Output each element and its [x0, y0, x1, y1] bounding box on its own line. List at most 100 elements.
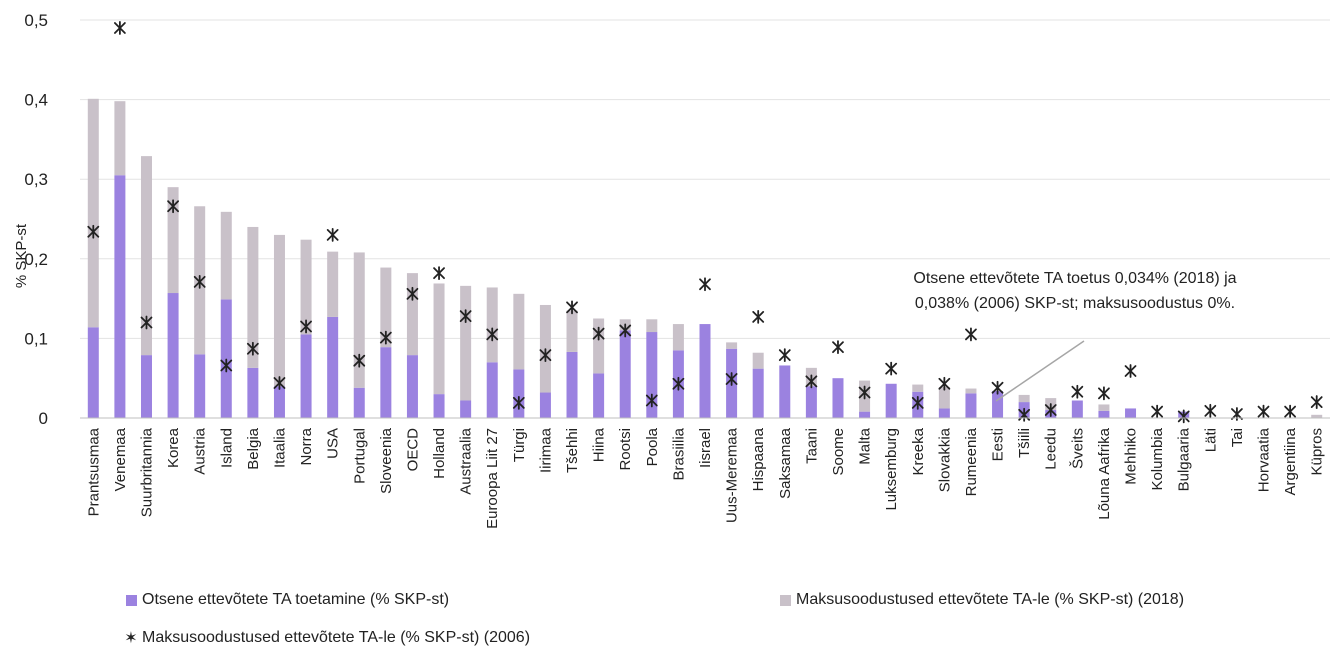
bar-tax-incentive-2018 [273, 234, 285, 387]
x-tick-label: Saksamaa [777, 427, 794, 499]
bar-direct-support [406, 355, 418, 418]
marker-tax-2006 [379, 330, 392, 345]
bar-tax-incentive-2018 [726, 342, 738, 349]
marker-tax-2006 [832, 340, 844, 355]
bar-tax-incentive-2018 [140, 156, 152, 356]
bar-direct-support [114, 175, 126, 418]
bar-tax-incentive-2018 [593, 318, 605, 374]
y-tick-label: 0,2 [24, 250, 48, 269]
marker-tax-2006 [1204, 403, 1217, 418]
marker-tax-2006 [300, 319, 312, 334]
bar-direct-support [859, 411, 871, 418]
marker-tax-2006 [486, 327, 499, 342]
x-tick-label: Prantsusmaa [85, 427, 102, 516]
x-tick-label: Rootsi [617, 428, 634, 471]
x-tick-label: Rumeenia [963, 427, 980, 496]
y-tick-label: 0 [39, 409, 48, 428]
bar-tax-incentive-2018 [300, 239, 312, 335]
marker-tax-2006 [1124, 364, 1137, 378]
marker-tax-2006 [273, 376, 286, 390]
bar-direct-support [194, 354, 206, 418]
bar-direct-support [513, 369, 525, 418]
bar-direct-support [300, 334, 312, 418]
marker-tax-2006 [1044, 403, 1057, 417]
bar-tax-incentive-2018 [965, 388, 977, 394]
marker-tax-2006 [938, 376, 951, 391]
bar-tax-incentive-2018 [406, 273, 418, 356]
bar-direct-support [646, 332, 658, 418]
marker-tax-2006 [699, 277, 711, 292]
marker-tax-2006 [539, 348, 552, 363]
marker-tax-2006 [991, 380, 1004, 395]
y-tick-label: 0,3 [24, 170, 48, 189]
bar-direct-support [486, 362, 498, 418]
bar-tax-incentive-2018 [566, 310, 578, 352]
marker-tax-2006 [113, 21, 126, 35]
bar-direct-support [1098, 410, 1110, 418]
marker-tax-2006 [220, 358, 233, 373]
marker-tax-2006 [911, 395, 924, 410]
annotation-leader-line [995, 340, 1085, 402]
bar-tax-incentive-2018 [513, 293, 525, 370]
x-tick-label: Malta [857, 427, 874, 464]
marker-tax-2006 [1257, 404, 1270, 419]
bar-direct-support [539, 392, 551, 418]
x-tick-label: Hiina [591, 427, 608, 462]
marker-tax-2006 [1071, 384, 1084, 399]
x-tick-label: USA [325, 428, 342, 459]
bar-tax-incentive-2018 [1098, 404, 1110, 411]
bar-direct-support [805, 386, 817, 418]
marker-tax-2006 [140, 315, 153, 330]
bar-tax-incentive-2018 [167, 187, 179, 294]
bar-direct-support [273, 386, 285, 418]
x-tick-label: Türgi [511, 428, 528, 462]
legend-swatch-purple [126, 594, 137, 606]
legend-label-tax-2018: Maksusoodustused ettevõtete TA-le (% SKP… [796, 591, 1185, 608]
bar-direct-support [752, 368, 764, 418]
marker-tax-2006 [645, 393, 658, 408]
x-tick-label: Venemaa [112, 427, 129, 491]
marker-tax-2006 [672, 376, 685, 391]
chart-plot: 0 0,1 0,2 0,3 0,4 0,5 Prantsusmaa Venemaa Suurbr… [13, 11, 1330, 529]
x-tick-label: Slovakkia [936, 427, 953, 492]
bar-tax-incentive-2018 [380, 267, 392, 348]
x-tick-label: Küpros [1309, 428, 1326, 476]
marker-tax-2006 [512, 395, 525, 410]
legend-item-direct-support: Otsene ettevõtete TA toetamine (% SKP-st… [126, 591, 449, 609]
x-tick-label: Iisrael [697, 428, 714, 468]
y-tick-label: 0,1 [24, 329, 48, 348]
x-tick-label: Luksemburg [883, 428, 900, 511]
marker-tax-2006 [592, 326, 605, 341]
bar-tax-incentive-2018 [646, 319, 658, 333]
y-tick-label: 0,4 [24, 91, 48, 110]
marker-tax-2006 [1098, 386, 1110, 401]
x-tick-label: Šveits [1069, 428, 1086, 469]
bar-tax-incentive-2018 [87, 98, 99, 328]
bar-direct-support [1125, 408, 1137, 418]
x-tick-label: Taani [803, 428, 820, 464]
legend-x-marker-icon: ✶ [124, 630, 138, 647]
bar-direct-support [327, 316, 339, 418]
marker-tax-2006 [885, 361, 898, 376]
bar-direct-support [938, 408, 950, 418]
bar-direct-support [167, 293, 179, 418]
bar-direct-support [965, 393, 977, 418]
x-tick-label: Brasiilia [670, 427, 687, 480]
marker-tax-2006 [566, 300, 578, 315]
bar-direct-support [87, 327, 99, 418]
x-tick-label: Tšehhi [564, 428, 581, 473]
marker-tax-2006 [406, 286, 419, 301]
x-tick-label: Kreeka [910, 427, 927, 475]
marker-tax-2006 [326, 228, 339, 242]
legend-swatch-grey [780, 594, 791, 606]
marker-tax-2006 [433, 266, 445, 281]
bar-tax-incentive-2018 [1018, 394, 1030, 403]
x-tick-label: Euroopa Liit 27 [484, 428, 501, 529]
marker-tax-2006 [752, 310, 765, 324]
x-tick-label: OECD [404, 428, 421, 472]
bar-tax-incentive-2018 [114, 101, 126, 176]
bar-direct-support [593, 373, 605, 418]
bar-direct-support [779, 365, 791, 418]
marker-tax-2006 [965, 327, 977, 342]
legend-item-tax-2006: ✶ Maksusoodustused ettevõtete TA-le (% S… [124, 628, 530, 648]
